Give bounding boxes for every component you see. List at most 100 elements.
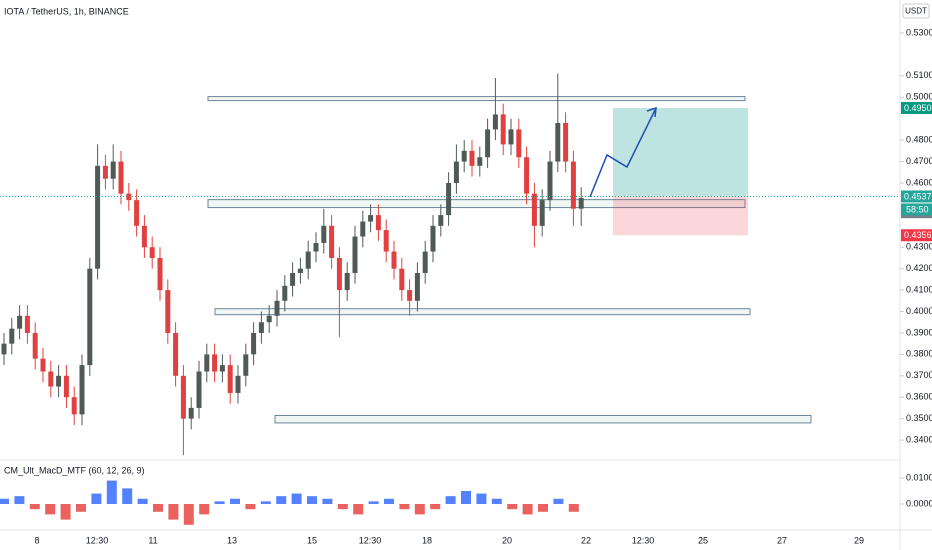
price-label-box: [901, 229, 932, 242]
histogram-bar: [384, 498, 394, 504]
histogram-bar: [230, 498, 240, 504]
candle-body: [258, 322, 264, 333]
candle-body: [414, 272, 420, 301]
candle-body: [204, 354, 210, 372]
candle-body: [461, 150, 467, 162]
y-tick-label: 0.0100: [906, 472, 932, 482]
histogram-bar: [168, 503, 179, 520]
price-label: 0.4537: [904, 191, 932, 201]
candle-body: [344, 272, 350, 291]
x-tick-label: 12:30: [632, 535, 655, 545]
y-tick-label: 0.3500: [906, 413, 932, 423]
y-tick-label: 0.4200: [906, 263, 932, 273]
candle-body: [102, 165, 108, 179]
candle-body: [516, 129, 522, 158]
candle-body: [118, 161, 124, 194]
histogram-bar: [245, 503, 256, 510]
candle-body: [547, 161, 553, 201]
x-tick-label: 15: [307, 535, 317, 545]
candle-body: [56, 375, 62, 387]
candle-body: [469, 150, 475, 166]
countdown-box: [901, 203, 932, 216]
histogram-bar: [476, 493, 487, 504]
y-tick-label: 0.3600: [906, 392, 932, 402]
candle-body: [87, 268, 93, 366]
candle-body: [305, 251, 311, 269]
candle-body: [453, 161, 459, 183]
candle-body: [188, 407, 194, 419]
candle-body: [32, 332, 38, 359]
candle-body: [95, 165, 101, 269]
histogram-bar: [368, 501, 379, 504]
candle-body: [407, 290, 413, 301]
currency-box[interactable]: [902, 3, 930, 19]
candle-body: [251, 332, 257, 355]
zone: [274, 414, 812, 424]
candle-body: [48, 371, 54, 387]
candle-body: [227, 365, 233, 393]
candle-body: [492, 114, 498, 130]
y-tick-label: 0.4100: [906, 284, 932, 294]
y-tick-label: 0.3700: [906, 370, 932, 380]
candle-body: [329, 225, 335, 258]
candle-body: [1, 343, 7, 355]
candle-body: [63, 375, 69, 398]
y-tick-label: 0.3400: [906, 434, 932, 444]
currency: USDT: [905, 7, 927, 16]
y-tick-label: 0.4700: [906, 156, 932, 166]
candle-body: [375, 215, 381, 231]
candle-body: [352, 236, 358, 273]
candle-body: [360, 221, 366, 237]
candle-body: [134, 200, 140, 226]
price-label-box: [901, 101, 932, 114]
histogram-bar: [276, 496, 287, 504]
x-tick-label: 29: [854, 535, 864, 545]
y-tick-label: 0.4000: [906, 306, 932, 316]
candle-body: [422, 251, 428, 273]
candle-body: [399, 268, 405, 291]
candle-body: [219, 365, 225, 372]
y-tick-label: 0.5100: [906, 70, 932, 80]
candle-body: [173, 332, 179, 376]
x-tick-label: 18: [422, 535, 432, 545]
candle-body: [477, 157, 483, 166]
candle-body: [446, 182, 452, 216]
zone: [207, 199, 746, 209]
candle-body: [40, 358, 46, 372]
histogram-bar: [183, 503, 194, 525]
x-tick-label: 12:30: [359, 535, 382, 545]
x-tick-label: 20: [502, 535, 512, 545]
y-tick-label: 0.4800: [906, 134, 932, 144]
y-tick-label: 0.5300: [906, 27, 932, 37]
histogram-bar: [307, 496, 317, 504]
histogram-bar: [122, 488, 133, 504]
candle-body: [126, 193, 132, 201]
price-label-box: [901, 190, 932, 203]
histogram-bar: [430, 503, 441, 510]
candle-body: [110, 161, 116, 179]
candle-body: [141, 225, 147, 248]
candle-body: [321, 225, 327, 243]
y-tick-label: 0.3900: [906, 327, 932, 337]
candle-body: [180, 375, 186, 419]
candle-body: [165, 290, 171, 333]
histogram-bar: [91, 493, 102, 504]
candle-body: [539, 200, 545, 226]
x-tick-label: 13: [227, 535, 237, 545]
histogram-bar: [199, 503, 210, 515]
candle-body: [243, 354, 249, 376]
candle-body: [485, 129, 491, 158]
candle-body: [368, 215, 374, 222]
histogram-bar: [106, 480, 117, 504]
histogram-bar: [507, 503, 518, 510]
histogram-bar: [291, 493, 302, 504]
candle-body: [274, 300, 280, 316]
candle-body: [212, 354, 218, 372]
zone: [207, 96, 746, 102]
candle-body: [17, 315, 23, 329]
histogram-bar: [45, 503, 56, 515]
y-tick-label: 0.4300: [906, 242, 932, 252]
histogram-bar: [0, 498, 9, 504]
candle-body: [391, 251, 397, 269]
